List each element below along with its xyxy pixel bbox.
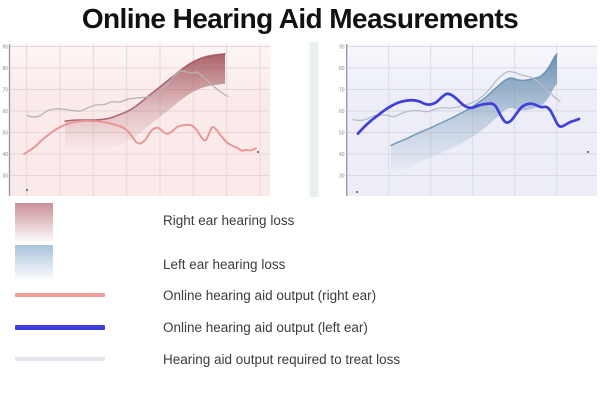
svg-text:30: 30 [339,173,345,179]
left-ear-chart: 90 80 70 60 50 40 30 [339,44,597,196]
svg-text:70: 70 [2,87,8,93]
right-ear-plot: 90 80 70 60 50 40 30 [2,44,270,196]
legend-item-output-right: Online hearing aid output (right ear) [15,288,376,303]
left-ear-loss-swatch [15,245,53,283]
svg-text:60: 60 [339,109,345,115]
axis-marker-dot [26,189,28,191]
output-right-line-swatch [15,293,105,297]
axis-marker-dot [587,151,589,153]
chart-divider [309,42,319,197]
axis-marker-dot [257,151,259,153]
legend-label: Right ear hearing loss [163,212,295,228]
legend-label: Left ear hearing loss [163,256,286,272]
svg-text:50: 50 [339,130,345,136]
svg-text:50: 50 [2,130,8,136]
axis-marker-dot [356,191,358,193]
svg-text:60: 60 [2,109,8,115]
page-title: Online Hearing Aid Measurements [81,3,519,34]
svg-text:80: 80 [339,66,345,72]
legend-item-required-output: Hearing aid output required to treat los… [15,352,400,367]
svg-text:30: 30 [2,173,8,179]
required-output-line-swatch [15,357,105,361]
legend-item-left-ear-loss: Left ear hearing loss [15,245,285,283]
legend-label: Hearing aid output required to treat los… [163,351,401,367]
svg-text:40: 40 [2,152,8,158]
svg-text:90: 90 [339,44,345,50]
left-ear-plot: 90 80 70 60 50 40 30 [339,44,597,196]
right-ear-loss-swatch [15,203,53,245]
legend-label: Online hearing aid output (right ear) [163,287,377,303]
svg-text:80: 80 [2,66,8,72]
output-left-line-swatch [15,324,105,330]
legend-item-output-left: Online hearing aid output (left ear) [15,319,368,335]
right-ear-chart: 90 80 70 60 50 40 30 [2,44,270,196]
legend-item-right-ear-loss: Right ear hearing loss [15,203,294,245]
svg-text:40: 40 [339,152,345,158]
legend-label: Online hearing aid output (left ear) [163,319,368,335]
svg-text:90: 90 [2,44,8,50]
svg-text:70: 70 [339,87,345,93]
